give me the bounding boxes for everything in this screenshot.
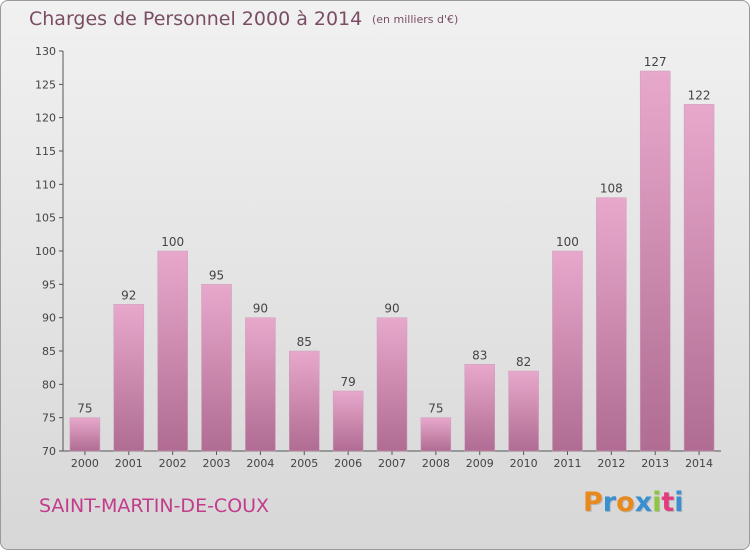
proxiti-logo: Proxiti	[583, 487, 684, 518]
x-tick-label: 2009	[466, 457, 494, 470]
chart-title: Charges de Personnel 2000 à 2014	[29, 8, 363, 30]
bar	[639, 70, 671, 452]
logo-letter: i	[652, 487, 662, 518]
bar-value-label: 122	[688, 88, 711, 102]
bar-value-label: 79	[340, 375, 355, 389]
x-tick-label: 2000	[71, 457, 99, 470]
bar	[245, 317, 276, 452]
x-tick-label: 2004	[246, 457, 274, 470]
bar-value-label: 92	[121, 288, 136, 302]
bar-value-label: 83	[472, 348, 487, 362]
bar-value-label: 100	[161, 235, 184, 249]
bar	[596, 197, 627, 452]
x-tick-label: 2008	[422, 457, 450, 470]
x-tick-label: 2001	[115, 457, 143, 470]
bar-value-label: 127	[644, 55, 667, 69]
bar	[113, 304, 145, 452]
bar-value-label: 85	[297, 335, 312, 349]
bar-value-label: 90	[384, 302, 399, 316]
bar	[464, 364, 495, 452]
x-tick-label: 2007	[378, 457, 406, 470]
logo-letter: P	[583, 487, 603, 518]
bar-value-label: 90	[253, 302, 268, 316]
bar-value-label: 75	[428, 402, 443, 416]
x-tick-label: 2005	[290, 457, 318, 470]
x-tick-label: 2014	[685, 457, 713, 470]
logo-letter: i	[674, 487, 684, 518]
logo-letter: o	[616, 487, 635, 518]
y-tick-label: 120	[35, 112, 56, 125]
bar	[376, 317, 408, 452]
bar	[420, 417, 452, 452]
x-tick-label: 2011	[553, 457, 581, 470]
bar-value-label: 95	[209, 268, 224, 282]
bar-value-label: 108	[600, 182, 623, 196]
bar	[69, 417, 101, 452]
chart-subtitle: (en milliers d'€)	[372, 13, 459, 26]
logo-letter: r	[602, 487, 617, 518]
logo-letter: x	[634, 487, 653, 518]
bar-value-label: 75	[77, 402, 92, 416]
bar	[201, 284, 232, 452]
y-tick-label: 100	[35, 245, 56, 258]
bar	[508, 370, 539, 452]
y-tick-label: 110	[35, 178, 56, 191]
bar	[683, 104, 715, 452]
bar	[332, 390, 364, 452]
x-tick-label: 2010	[510, 457, 538, 470]
chart-bars	[69, 70, 715, 452]
y-tick-label: 80	[42, 378, 56, 391]
x-tick-label: 2012	[597, 457, 625, 470]
y-tick-label: 125	[35, 78, 56, 91]
bar	[157, 250, 188, 452]
y-tick-label: 70	[42, 445, 56, 458]
x-tick-label: 2006	[334, 457, 362, 470]
commune-name: SAINT-MARTIN-DE-COUX	[39, 495, 270, 517]
chart-data-labels: 75 92 100 95 90 85 79 90 75 83 82 100 108 127 122	[77, 55, 710, 416]
y-tick-label: 85	[42, 345, 56, 358]
x-tick-label: 2003	[203, 457, 231, 470]
bar-value-label: 82	[516, 355, 531, 369]
x-tick-label: 2002	[159, 457, 187, 470]
y-tick-label: 105	[35, 212, 56, 225]
logo-letter: t	[661, 487, 675, 518]
x-tick-label: 2013	[641, 457, 669, 470]
bar	[289, 350, 320, 452]
y-tick-label: 130	[35, 45, 56, 58]
y-tick-label: 115	[35, 145, 56, 158]
y-tick-label: 75	[42, 412, 56, 425]
bar-value-label: 100	[556, 235, 579, 249]
y-tick-label: 90	[42, 312, 56, 325]
y-tick-label: 95	[42, 278, 56, 291]
bar	[552, 250, 583, 452]
